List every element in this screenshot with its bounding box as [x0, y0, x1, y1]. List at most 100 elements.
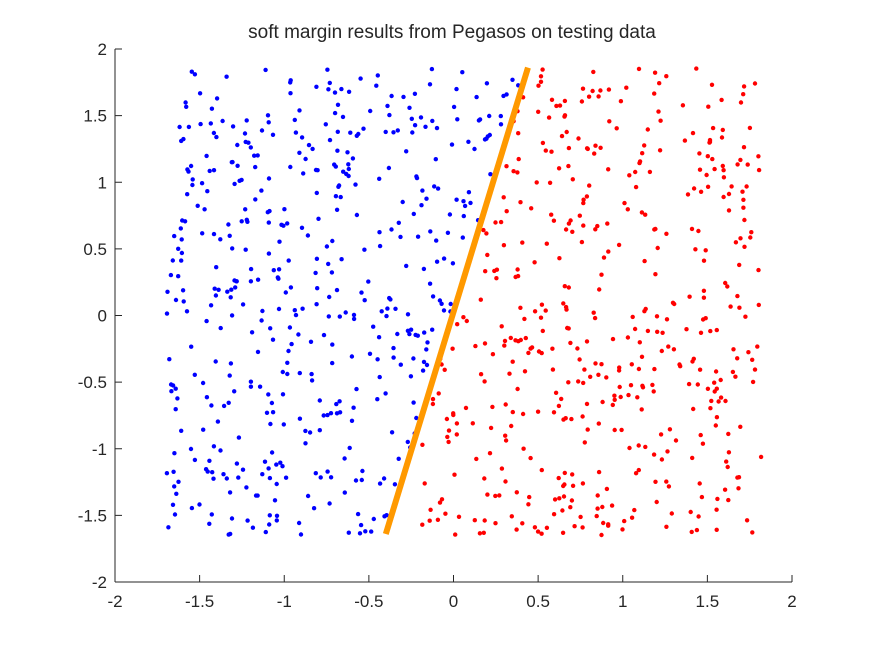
data-point-class-pos	[433, 157, 438, 162]
data-point-class-pos	[375, 357, 380, 362]
data-point-class-pos	[460, 235, 465, 240]
data-point-class-pos	[412, 123, 418, 128]
data-point-class-neg	[482, 476, 487, 481]
data-point-class-pos	[202, 207, 207, 212]
data-point-class-pos	[185, 192, 190, 197]
data-point-class-pos	[211, 168, 217, 173]
data-point-class-neg	[642, 258, 647, 264]
data-point-class-neg	[664, 231, 669, 236]
data-point-class-neg	[653, 272, 658, 277]
data-point-class-neg	[515, 267, 520, 272]
data-point-class-pos	[332, 110, 338, 116]
data-point-class-neg	[569, 416, 574, 422]
data-point-class-neg	[455, 322, 460, 327]
data-point-class-pos	[184, 309, 190, 314]
data-point-class-neg	[435, 517, 441, 522]
data-point-class-pos	[269, 400, 275, 406]
data-point-class-pos	[327, 80, 332, 86]
data-point-class-pos	[371, 516, 376, 522]
data-point-class-pos	[298, 532, 304, 537]
data-point-class-neg	[427, 518, 432, 523]
data-point-class-pos	[230, 124, 236, 129]
data-point-class-neg	[714, 327, 719, 333]
data-point-class-pos	[368, 108, 373, 114]
data-point-class-neg	[726, 208, 732, 213]
data-point-class-neg	[539, 302, 545, 307]
data-point-class-pos	[172, 451, 177, 456]
data-point-class-neg	[618, 394, 623, 400]
data-point-class-pos	[212, 286, 217, 291]
data-point-class-neg	[561, 301, 566, 306]
data-point-class-neg	[691, 406, 696, 412]
data-point-class-pos	[383, 129, 388, 135]
data-point-class-neg	[738, 236, 743, 241]
data-point-class-pos	[375, 73, 380, 78]
data-point-class-pos	[362, 298, 367, 303]
data-point-class-pos	[326, 87, 331, 92]
data-point-class-pos	[214, 134, 219, 140]
data-point-class-pos	[204, 153, 209, 159]
data-point-class-neg	[522, 369, 528, 374]
data-point-class-pos	[317, 398, 322, 403]
data-point-class-neg	[570, 229, 575, 234]
data-point-class-neg	[572, 524, 577, 529]
data-point-class-pos	[447, 212, 453, 217]
data-point-class-neg	[712, 380, 717, 385]
data-point-class-pos	[176, 274, 181, 279]
data-point-class-neg	[532, 525, 538, 530]
data-point-class-neg	[713, 423, 718, 428]
data-point-class-pos	[205, 189, 210, 194]
data-point-class-pos	[211, 476, 216, 481]
data-point-class-neg	[566, 163, 571, 169]
data-point-class-pos	[375, 397, 380, 402]
data-point-class-neg	[544, 241, 549, 246]
data-point-class-pos	[240, 467, 246, 472]
data-point-class-neg	[561, 494, 567, 499]
data-point-class-neg	[577, 213, 582, 218]
data-point-class-neg	[515, 273, 521, 279]
data-point-class-neg	[601, 255, 607, 260]
data-point-class-pos	[184, 104, 189, 110]
data-point-class-neg	[493, 220, 498, 225]
data-point-class-neg	[584, 401, 590, 407]
data-point-class-neg	[639, 407, 644, 412]
data-point-class-neg	[544, 525, 550, 530]
data-point-class-neg	[428, 507, 433, 512]
data-point-class-neg	[516, 131, 521, 136]
data-point-class-neg	[758, 454, 764, 460]
data-point-class-pos	[344, 171, 349, 177]
data-point-class-pos	[204, 395, 210, 400]
data-point-class-neg	[726, 497, 731, 503]
data-point-class-neg	[629, 362, 634, 367]
data-point-class-pos	[170, 258, 175, 263]
data-point-class-neg	[442, 367, 447, 372]
data-point-class-pos	[270, 337, 276, 342]
data-point-class-neg	[580, 414, 585, 419]
data-point-class-pos	[389, 93, 394, 99]
data-point-class-neg	[700, 317, 706, 322]
data-point-class-pos	[363, 529, 368, 534]
data-point-class-neg	[656, 109, 661, 114]
data-points	[164, 66, 764, 538]
data-point-class-pos	[269, 450, 275, 455]
data-point-class-neg	[557, 256, 562, 261]
data-point-class-neg	[504, 209, 509, 214]
data-point-class-neg	[450, 346, 455, 351]
data-point-class-pos	[253, 493, 259, 498]
data-point-class-pos	[488, 172, 493, 177]
data-point-class-pos	[203, 467, 209, 472]
data-point-class-neg	[627, 445, 632, 451]
data-point-class-pos	[419, 203, 424, 208]
data-point-class-neg	[637, 160, 642, 166]
data-point-class-pos	[248, 379, 254, 384]
data-point-class-pos	[270, 132, 276, 137]
data-point-class-neg	[712, 389, 717, 394]
data-point-class-pos	[176, 246, 181, 251]
data-point-class-pos	[354, 212, 360, 218]
data-point-class-pos	[355, 511, 361, 517]
data-point-class-pos	[310, 146, 315, 152]
data-point-class-pos	[386, 165, 392, 171]
data-point-class-neg	[632, 326, 638, 332]
data-point-class-neg	[747, 125, 753, 131]
data-point-class-neg	[660, 330, 665, 335]
